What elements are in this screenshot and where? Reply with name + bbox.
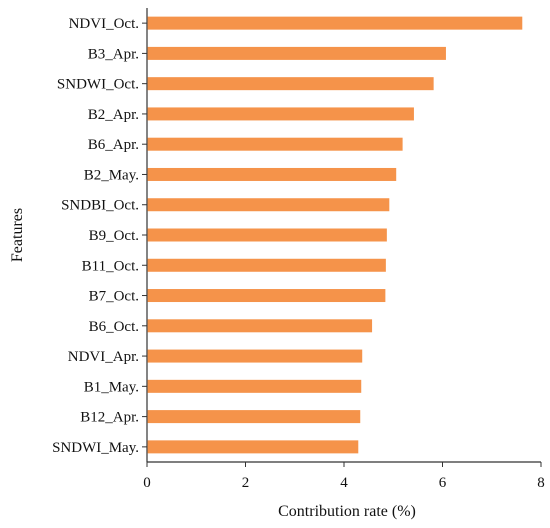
bar-b12-apr (147, 410, 361, 424)
category-label: B3_Apr. (88, 46, 139, 62)
category-label: B1_May. (84, 379, 139, 395)
category-label: SNDWI_Oct. (57, 77, 139, 93)
category-label: SNDWI_May. (52, 440, 139, 456)
category-labels: NDVI_Oct. B3_Apr. SNDWI_Oct. B2_Apr. B6_Apr.… (52, 16, 147, 456)
category-label: B6_Apr. (88, 137, 139, 153)
category-label: B11_Oct. (82, 258, 139, 274)
bar-b9-oct (147, 228, 387, 242)
bars-group (147, 16, 523, 454)
bar-b2-apr (147, 107, 414, 121)
x-tick-label: 0 (143, 475, 151, 491)
category-label: B7_Oct. (89, 289, 139, 305)
x-tick-label: 8 (537, 475, 545, 491)
bar-b6-apr (147, 137, 403, 151)
bar-sndwi-oct (147, 77, 434, 91)
category-label: B12_Apr. (80, 410, 139, 426)
category-label: NDVI_Apr. (68, 349, 139, 365)
category-label: B2_May. (84, 167, 139, 183)
bar-ndvi-oct (147, 16, 523, 30)
bar-ndvi-apr (147, 349, 363, 363)
x-tick-label: 6 (439, 475, 447, 491)
bar-b7-oct (147, 289, 386, 303)
bar-b6-oct (147, 319, 373, 333)
bar-sndwi-may (147, 440, 359, 454)
bar-b1-may (147, 379, 362, 393)
x-axis-ticks: 0 2 4 6 8 (143, 462, 545, 491)
x-tick-label: 2 (242, 475, 250, 491)
bar-b11-oct (147, 258, 386, 272)
category-label: SNDBI_Oct. (61, 198, 139, 214)
bar-b3-apr (147, 46, 446, 60)
x-axis-title: Contribution rate (%) (278, 503, 416, 520)
category-label: B2_Apr. (88, 107, 139, 123)
bar-sndbi-oct (147, 198, 390, 212)
x-tick-label: 4 (340, 475, 348, 491)
category-label: B9_Oct. (89, 228, 139, 244)
category-label: B6_Oct. (89, 319, 139, 335)
bar-b2-may (147, 167, 397, 181)
category-label: NDVI_Oct. (69, 16, 139, 32)
y-axis-title: Features (9, 208, 26, 262)
